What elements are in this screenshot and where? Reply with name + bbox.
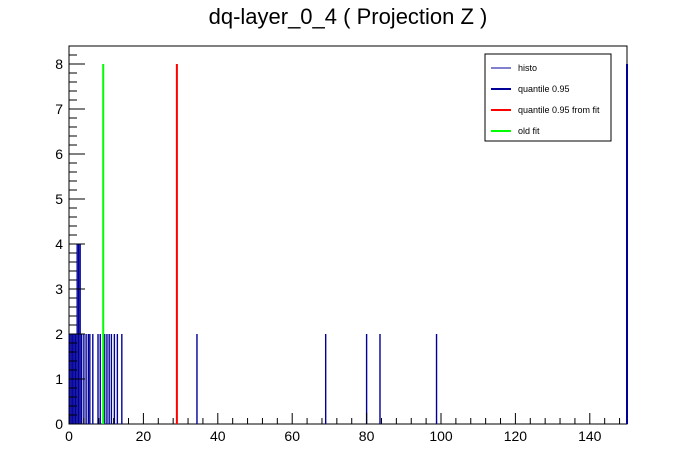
x-tick-label: 40 (210, 428, 226, 444)
y-tick-label: 5 (55, 191, 63, 207)
y-tick-label: 1 (55, 371, 63, 387)
x-tick-label: 60 (284, 428, 300, 444)
y-tick-label: 8 (55, 56, 63, 72)
x-tick-label: 0 (65, 428, 73, 444)
x-tick-label: 120 (504, 428, 528, 444)
chart-title: dq-layer_0_4 ( Projection Z ) (209, 4, 488, 29)
y-tick-label: 3 (55, 281, 63, 297)
y-tick-label: 7 (55, 101, 63, 117)
legend: histo quantile 0.95 quantile 0.95 from fit… (484, 53, 612, 142)
x-tick-label: 100 (429, 428, 453, 444)
marker-lines (102, 64, 628, 424)
y-tick-label: 2 (55, 326, 63, 342)
axes: 0 20 40 60 80 100 120 140 0 1 2 3 4 5 6 7 8 (55, 54, 621, 444)
x-tick-label: 140 (578, 428, 602, 444)
legend-label: histo (518, 63, 537, 73)
legend-box (484, 53, 612, 142)
legend-label: quantile 0.95 (518, 84, 570, 94)
legend-label: quantile 0.95 from fit (518, 105, 600, 115)
legend-label: old fit (518, 126, 540, 136)
y-tick-label: 4 (55, 236, 63, 252)
y-tick-label: 6 (55, 146, 63, 162)
x-tick-label: 20 (136, 428, 152, 444)
histogram-bars (69, 244, 438, 424)
x-tick-label: 80 (359, 428, 375, 444)
y-tick-label: 0 (55, 416, 63, 432)
